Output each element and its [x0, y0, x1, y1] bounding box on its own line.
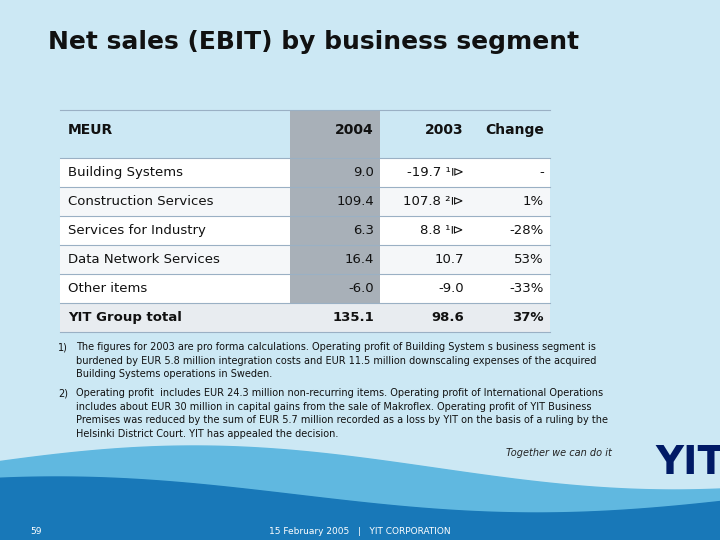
Text: Construction Services: Construction Services — [68, 195, 214, 208]
Text: -6.0: -6.0 — [348, 282, 374, 295]
Text: 6.3: 6.3 — [353, 224, 374, 237]
Text: -33%: -33% — [510, 282, 544, 295]
Text: MEUR: MEUR — [68, 123, 113, 137]
Bar — [60, 110, 550, 332]
Text: 1): 1) — [58, 342, 68, 352]
Text: Services for Industry: Services for Industry — [68, 224, 206, 237]
Text: Data Network Services: Data Network Services — [68, 253, 220, 266]
Bar — [60, 216, 290, 245]
Text: 2004: 2004 — [336, 123, 374, 137]
Text: Other items: Other items — [68, 282, 148, 295]
Bar — [380, 245, 550, 274]
Text: YIT Group total: YIT Group total — [68, 311, 182, 324]
Text: 135.1: 135.1 — [332, 311, 374, 324]
Text: Operating profit  includes EUR 24.3 million non-recurring items. Operating profi: Operating profit includes EUR 24.3 milli… — [76, 388, 608, 439]
Bar — [60, 303, 290, 332]
Text: 15 February 2005   |   YIT CORPORATION: 15 February 2005 | YIT CORPORATION — [269, 526, 451, 536]
Text: 16.4: 16.4 — [345, 253, 374, 266]
Bar — [60, 245, 290, 274]
Bar — [60, 187, 290, 216]
Bar — [290, 110, 380, 332]
Text: -9.0: -9.0 — [438, 282, 464, 295]
Bar — [380, 158, 550, 187]
Bar — [380, 274, 550, 303]
Text: Net sales (EBIT) by business segment: Net sales (EBIT) by business segment — [48, 30, 579, 54]
Bar — [60, 274, 290, 303]
Text: 98.6: 98.6 — [431, 311, 464, 324]
Text: 9.0: 9.0 — [353, 166, 374, 179]
Text: 2003: 2003 — [426, 123, 464, 137]
Bar — [0, 522, 720, 540]
Text: 8.8 ¹⧐: 8.8 ¹⧐ — [420, 224, 464, 237]
Bar — [380, 303, 550, 332]
Text: 107.8 ²⧐: 107.8 ²⧐ — [403, 195, 464, 208]
Text: -28%: -28% — [510, 224, 544, 237]
Text: 109.4: 109.4 — [336, 195, 374, 208]
Text: Change: Change — [485, 123, 544, 137]
Bar — [60, 158, 290, 187]
Bar — [380, 216, 550, 245]
Text: The figures for 2003 are pro forma calculations. Operating profit of Building Sy: The figures for 2003 are pro forma calcu… — [76, 342, 596, 379]
Bar — [380, 110, 550, 158]
Bar — [290, 303, 380, 332]
Text: -: - — [539, 166, 544, 179]
Text: 2): 2) — [58, 388, 68, 398]
Text: 53%: 53% — [514, 253, 544, 266]
Bar — [380, 187, 550, 216]
Text: 59: 59 — [30, 526, 42, 536]
Bar — [60, 110, 290, 158]
Text: -19.7 ¹⧐: -19.7 ¹⧐ — [407, 166, 464, 179]
Text: 1%: 1% — [523, 195, 544, 208]
Text: 37%: 37% — [513, 311, 544, 324]
Text: Building Systems: Building Systems — [68, 166, 183, 179]
Text: YIT: YIT — [655, 444, 720, 482]
Text: 10.7: 10.7 — [434, 253, 464, 266]
Text: Together we can do it: Together we can do it — [506, 448, 612, 458]
